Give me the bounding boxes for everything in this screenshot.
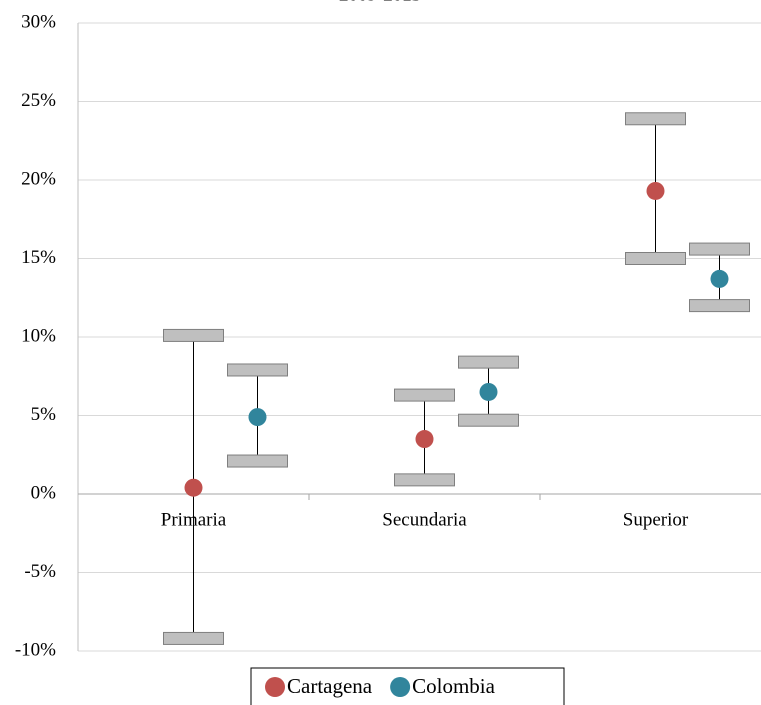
y-tick-label: 20% (21, 168, 56, 189)
error-cap-upper (394, 388, 455, 402)
y-tick-label: 5% (31, 404, 57, 425)
error-cap-upper (163, 328, 224, 342)
point (479, 382, 498, 401)
legend-marker (390, 677, 411, 697)
y-tick-label: 15% (21, 247, 56, 268)
y-tick-label: 0% (31, 482, 57, 503)
point (248, 408, 267, 427)
y-tick-label: -10% (15, 639, 56, 660)
x-tick-label: Superior (623, 509, 689, 530)
error-cap-lower (163, 631, 224, 645)
error-cap-lower (458, 413, 519, 427)
error-cap-lower (689, 299, 750, 313)
y-tick-label: 10% (21, 325, 56, 346)
error-cap-upper (458, 355, 519, 369)
legend-label: Colombia (412, 674, 496, 698)
error-cap-lower (227, 454, 288, 468)
point (415, 430, 434, 449)
y-tick-label: 30% (21, 11, 56, 32)
error-cap-upper (689, 242, 750, 256)
error-cap-upper (227, 363, 288, 377)
error-cap-lower (394, 473, 455, 487)
legend-marker (265, 677, 285, 697)
error-cap-upper (625, 112, 686, 126)
y-tick-label: -5% (24, 561, 56, 582)
x-tick-label: Secundaria (382, 509, 467, 530)
chart-title: 2009-2013 (339, 0, 421, 5)
point (646, 181, 665, 200)
error-cap-lower (625, 252, 686, 265)
point (184, 478, 203, 497)
y-tick-label: 25% (21, 90, 56, 111)
point (710, 269, 729, 288)
legend-label: Cartagena (287, 674, 373, 698)
